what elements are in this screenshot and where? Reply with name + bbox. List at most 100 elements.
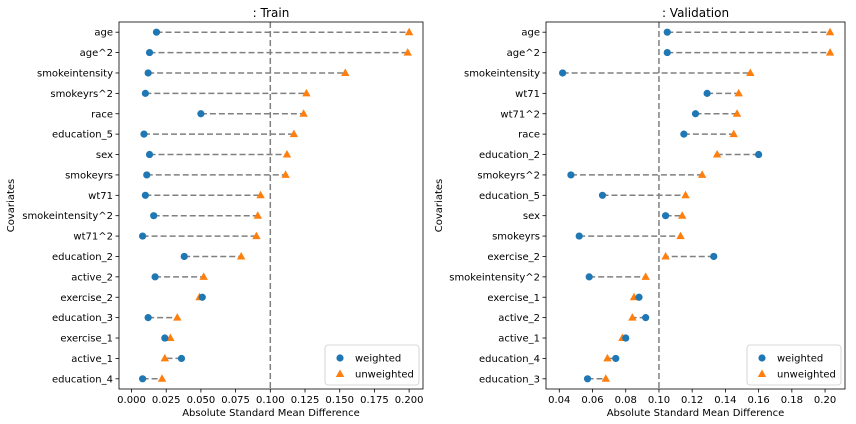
weighted-marker xyxy=(680,130,688,138)
weighted-marker xyxy=(177,354,186,363)
legend-weighted-label: weighted xyxy=(355,354,401,365)
weighted-marker xyxy=(150,212,158,220)
y-tick-label: sex xyxy=(96,150,113,161)
x-tick-label: 0.04 xyxy=(548,395,570,406)
weighted-marker xyxy=(198,293,206,301)
legend-unweighted-marker xyxy=(757,369,767,377)
unweighted-marker xyxy=(173,313,182,321)
y-tick-label: education_2 xyxy=(479,150,540,161)
weighted-marker xyxy=(143,171,151,179)
weighted-marker xyxy=(152,28,161,36)
y-tick-label: wt71^2 xyxy=(73,232,113,243)
weighted-marker xyxy=(161,334,169,342)
weighted-marker xyxy=(662,212,670,220)
unweighted-marker xyxy=(281,170,290,178)
weighted-marker xyxy=(559,69,567,77)
legend-frame xyxy=(746,344,842,386)
unweighted-marker xyxy=(825,27,835,36)
y-tick-label: smokeintensity^2 xyxy=(449,272,540,283)
weighted-marker xyxy=(635,293,643,301)
y-tick-label: smokeintensity^2 xyxy=(22,211,113,222)
y-tick-label: active_2 xyxy=(71,272,113,283)
weighted-marker xyxy=(710,252,718,261)
x-tick-label: 0.08 xyxy=(615,395,637,406)
unweighted-marker xyxy=(256,190,265,199)
y-tick-label: sex xyxy=(523,211,540,222)
unweighted-marker xyxy=(236,251,246,260)
y-tick-label: active_1 xyxy=(498,334,540,345)
unweighted-marker xyxy=(403,48,412,56)
y-tick-label: education_3 xyxy=(52,313,113,324)
y-tick-label: age^2 xyxy=(80,48,113,59)
x-tick-label: 0.12 xyxy=(681,395,703,406)
y-tick-label: race xyxy=(91,109,113,120)
unweighted-marker xyxy=(341,68,350,76)
weighted-marker xyxy=(145,48,154,57)
weighted-marker xyxy=(663,48,671,57)
y-tick-label: exercise_2 xyxy=(487,252,540,263)
unweighted-marker xyxy=(302,88,311,97)
legend: weighted unweighted xyxy=(746,344,842,386)
unweighted-marker xyxy=(661,251,670,260)
x-tick-label: 0.100 xyxy=(256,395,285,406)
x-tick-label: 0.20 xyxy=(814,395,836,406)
y-tick-label: age xyxy=(521,28,540,39)
y-tick-label: education_4 xyxy=(52,374,113,385)
weighted-marker xyxy=(141,191,149,199)
legend-weighted-marker xyxy=(336,354,344,362)
y-tick-label: wt71 xyxy=(88,191,113,202)
unweighted-marker xyxy=(641,272,650,280)
unweighted-marker xyxy=(729,129,738,138)
legend-weighted-marker xyxy=(758,354,766,362)
y-tick-label: wt71^2 xyxy=(500,109,540,120)
x-axis-label: Absolute Standard Mean Difference xyxy=(607,408,785,419)
weighted-marker xyxy=(663,28,671,36)
x-tick-label: 0.075 xyxy=(221,395,250,406)
y-tick-label: race xyxy=(518,130,540,141)
legend-unweighted-marker xyxy=(335,369,345,377)
weighted-marker xyxy=(585,273,593,281)
weighted-marker xyxy=(612,354,620,363)
unweighted-marker xyxy=(404,27,414,36)
chart-panel-2: : Validation age age^2 smokeintensity wt71 wt… xyxy=(434,6,846,419)
unweighted-marker xyxy=(734,88,743,97)
axes-frame xyxy=(118,21,424,390)
weighted-marker xyxy=(583,375,592,383)
unweighted-marker xyxy=(199,272,208,280)
weighted-marker xyxy=(622,334,630,342)
weighted-marker xyxy=(138,232,147,240)
unweighted-marker xyxy=(157,374,167,382)
x-tick-label: 0.125 xyxy=(291,395,320,406)
unweighted-marker xyxy=(166,333,175,342)
y-tick-label: exercise_1 xyxy=(60,334,113,345)
chart-title: : Train xyxy=(253,6,290,20)
y-tick-label: smokeintensity xyxy=(464,68,540,79)
x-tick-label: 0.10 xyxy=(648,395,670,406)
y-tick-label: active_1 xyxy=(71,354,113,365)
y-tick-label: education_5 xyxy=(479,191,540,202)
weighted-marker xyxy=(151,273,159,281)
y-tick-label: smokeyrs^2 xyxy=(50,89,113,100)
unweighted-marker xyxy=(697,170,707,178)
x-tick-label: 0.150 xyxy=(325,395,354,406)
unweighted-marker xyxy=(282,150,292,158)
legend-weighted-label: weighted xyxy=(777,354,823,365)
y-tick-label: education_3 xyxy=(479,374,540,385)
y-tick-label: smokeintensity xyxy=(37,68,113,79)
weighted-marker xyxy=(145,150,154,159)
chart-panel-1: : Train age age^2 smokeintensity smokeyrs^2 r… xyxy=(6,6,423,419)
y-axis-label: Covariates xyxy=(434,179,445,232)
y-tick-label: age xyxy=(94,28,113,39)
y-tick-label: wt71 xyxy=(515,89,540,100)
y-tick-label: smokeyrs xyxy=(492,232,540,243)
y-tick-label: exercise_2 xyxy=(60,293,113,304)
chart-title: : Validation xyxy=(662,6,729,20)
unweighted-marker xyxy=(825,48,835,56)
x-tick-label: 0.14 xyxy=(714,395,736,406)
unweighted-marker xyxy=(746,68,755,76)
weighted-marker xyxy=(144,314,152,322)
unweighted-marker xyxy=(160,353,170,362)
weighted-marker xyxy=(598,191,607,199)
unweighted-marker xyxy=(676,231,685,240)
legend-unweighted-label: unweighted xyxy=(355,370,414,381)
